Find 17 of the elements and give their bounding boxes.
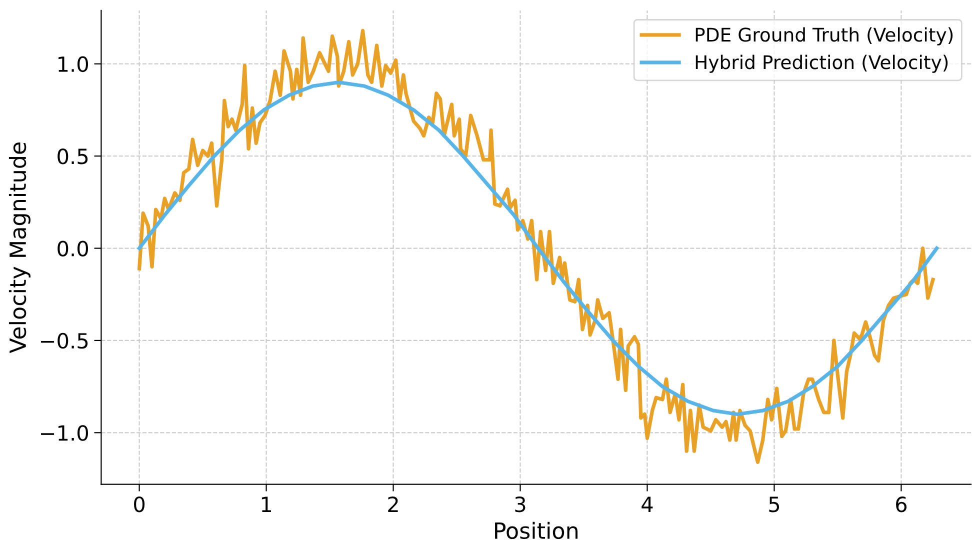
x-tick-label: 6 [896,496,907,512]
y-tick-label: 0.5 [58,148,88,164]
x-axis-title: Position [495,522,578,540]
line-series [137,80,939,416]
y-tick-label: 1.0 [58,56,88,72]
y-axis-title: Velocity Magnitude [8,142,30,354]
y-tick-label: 0.0 [58,240,88,256]
legend-label: Hybrid Prediction (Velocity) [696,54,948,73]
x-tick-label: 5 [769,496,780,512]
legend-label: PDE Ground Truth (Velocity) [696,27,953,46]
x-tick-label: 1 [262,496,271,512]
x-tick-label: 2 [388,496,398,512]
y-tick-label: −0.5 [41,332,88,349]
x-tick-label: 4 [642,496,653,512]
x-tick-label: 0 [134,496,145,512]
y-tick-label: −1.0 [41,425,88,441]
x-tick-label: 3 [515,496,526,512]
